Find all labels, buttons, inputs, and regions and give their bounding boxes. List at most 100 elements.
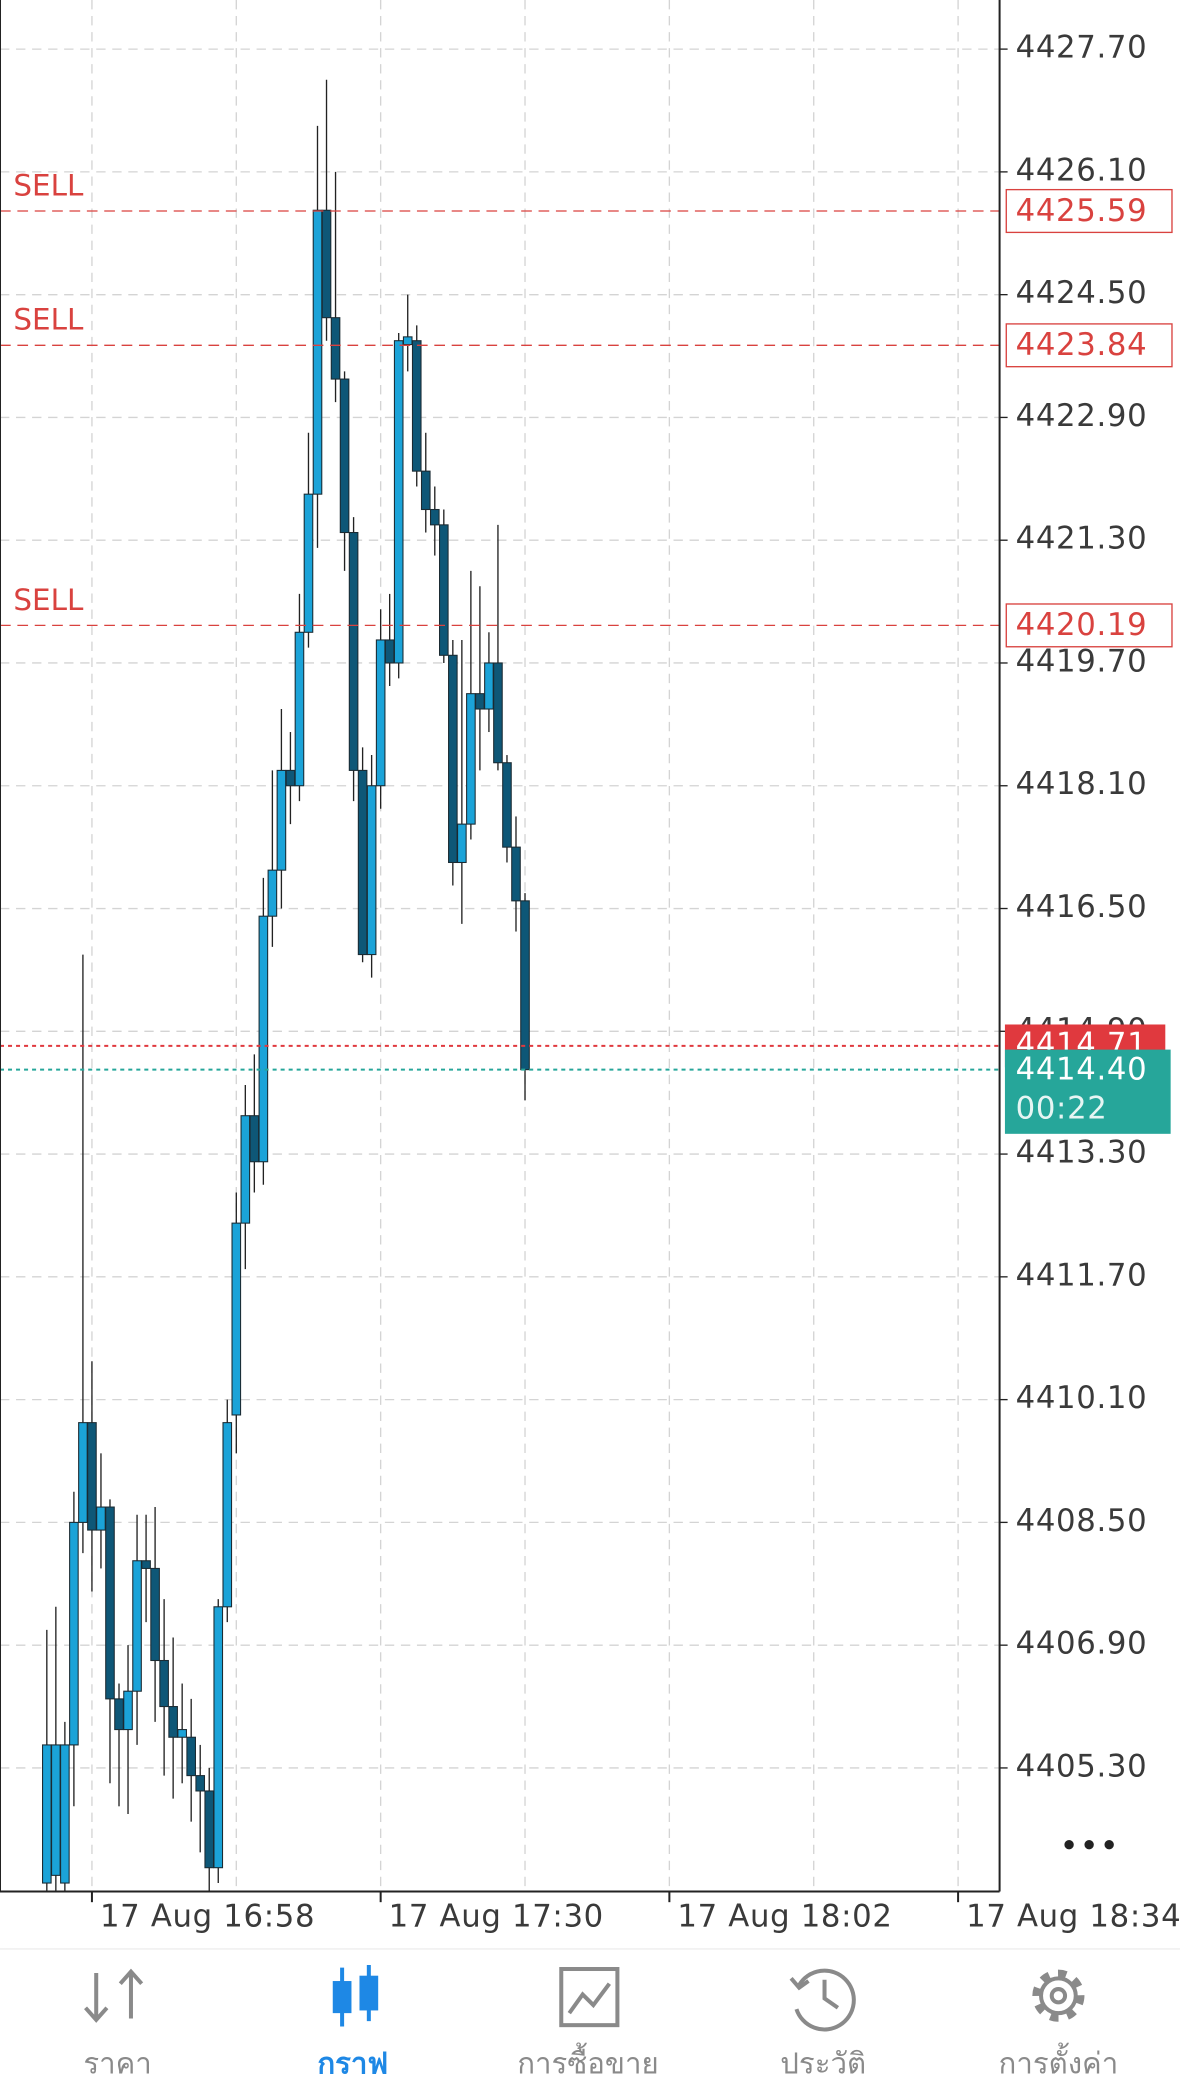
y-tick-label: 4424.50 bbox=[1016, 275, 1148, 311]
candle-body bbox=[105, 1506, 115, 1700]
candle-body bbox=[177, 1729, 187, 1738]
candle-body bbox=[231, 1222, 242, 1416]
tab-label: ราคา bbox=[83, 2047, 151, 2081]
tab-history[interactable]: ประวัติ bbox=[780, 1968, 866, 2081]
candle-body bbox=[132, 1560, 142, 1692]
candle-body bbox=[457, 823, 467, 864]
y-tick-label: 4422.90 bbox=[1016, 398, 1148, 434]
candle-body bbox=[384, 639, 395, 664]
order-label: SELL bbox=[13, 583, 84, 617]
candle-body bbox=[330, 317, 341, 380]
tab-label: การตั้งค่า bbox=[999, 2043, 1119, 2081]
tab-quotes[interactable]: ราคา bbox=[83, 1968, 152, 2081]
y-tick-label: 4411.70 bbox=[1016, 1257, 1148, 1293]
candle-body bbox=[150, 1567, 160, 1662]
y-tick-label: 4410.10 bbox=[1016, 1380, 1148, 1416]
candle-body bbox=[51, 1744, 61, 1876]
order-label: SELL bbox=[13, 168, 84, 202]
candle-body bbox=[520, 900, 530, 1071]
candle-body bbox=[429, 508, 440, 526]
candle-body bbox=[357, 769, 368, 956]
candle-body bbox=[411, 340, 422, 472]
order-price-box bbox=[1005, 603, 1173, 648]
bid-box bbox=[1004, 1049, 1171, 1134]
y-tick-label: 4416.50 bbox=[1016, 889, 1148, 925]
candle-body bbox=[511, 846, 521, 902]
candle-body bbox=[493, 662, 503, 764]
y-tick-label: 4421.30 bbox=[1016, 521, 1148, 557]
grid bbox=[0, 0, 1008, 1892]
candle-body bbox=[195, 1775, 206, 1792]
candle-body bbox=[393, 340, 404, 664]
tab-trade[interactable]: การซื้อขาย bbox=[517, 1967, 659, 2081]
candle-body bbox=[60, 1744, 70, 1884]
plot-area bbox=[0, 79, 1000, 1892]
candle-body bbox=[159, 1659, 169, 1708]
candle-body bbox=[204, 1790, 215, 1869]
order-price: 4425.59 bbox=[1016, 193, 1148, 229]
candle-body bbox=[222, 1422, 233, 1608]
candle-body bbox=[339, 378, 350, 534]
y-tick-label: 4413.30 bbox=[1016, 1135, 1148, 1171]
candle-body bbox=[123, 1690, 133, 1731]
y-tick-label: 4418.10 bbox=[1016, 766, 1148, 802]
candle-body bbox=[69, 1521, 79, 1746]
order-price: 4423.84 bbox=[1016, 327, 1148, 363]
candle-body bbox=[285, 769, 296, 787]
candle-body bbox=[258, 915, 269, 1163]
candle-body bbox=[484, 662, 494, 710]
candle-body bbox=[348, 531, 359, 771]
candle-body bbox=[366, 785, 377, 956]
candle-body bbox=[240, 1115, 251, 1224]
candle-body bbox=[448, 654, 458, 864]
bid-price: 4414.40 bbox=[1016, 1051, 1148, 1087]
candle-body bbox=[78, 1422, 88, 1523]
y-tick-label: 4427.70 bbox=[1016, 30, 1148, 66]
candle-body bbox=[466, 693, 476, 825]
candle-body bbox=[87, 1422, 97, 1531]
y-tick-label: 4406.90 bbox=[1016, 1626, 1148, 1662]
labels: 4405.30 4406.90 4408.50 4410.10 4411.70 4413.… bbox=[13, 30, 1180, 1935]
candle-body bbox=[475, 693, 485, 710]
candle-body bbox=[303, 493, 314, 633]
candle-body bbox=[321, 209, 332, 319]
candle-body bbox=[375, 639, 386, 787]
x-tick-label: 17 Aug 18:02 bbox=[677, 1899, 892, 1935]
tab-bar: ราคา กราฟ การซื้อขาย ประวัติ การตั้งค่า bbox=[83, 1965, 1118, 2081]
candle-body bbox=[294, 631, 305, 787]
x-tick-label: 17 Aug 16:58 bbox=[100, 1899, 315, 1935]
tab-chart[interactable]: กราฟ bbox=[317, 1965, 388, 2081]
order-price-box bbox=[1005, 188, 1173, 234]
candle-body bbox=[96, 1506, 106, 1531]
candle-body bbox=[402, 336, 413, 346]
tab-label: การซื้อขาย bbox=[517, 2043, 658, 2081]
tab-settings[interactable]: การตั้งค่า bbox=[999, 1969, 1119, 2081]
candle-body bbox=[420, 470, 431, 511]
y-tick-label: 4408.50 bbox=[1016, 1503, 1148, 1539]
candle-body bbox=[267, 869, 278, 917]
candle-body bbox=[141, 1560, 151, 1569]
order-price-box bbox=[1005, 323, 1173, 368]
candle-body bbox=[168, 1706, 178, 1738]
candle-body bbox=[186, 1736, 196, 1777]
x-tick-label: 17 Aug 18:34 bbox=[966, 1899, 1180, 1935]
tab-label: กราฟ bbox=[317, 2047, 388, 2081]
order-price: 4420.19 bbox=[1016, 607, 1148, 643]
x-tick-label: 17 Aug 17:30 bbox=[389, 1899, 604, 1935]
tab-label: ประวัติ bbox=[780, 2047, 866, 2081]
candle-body bbox=[249, 1115, 260, 1163]
y-tick-label: 4405.30 bbox=[1016, 1748, 1148, 1784]
candle-body bbox=[502, 762, 512, 848]
candle-body bbox=[312, 209, 323, 495]
candle-body bbox=[439, 524, 449, 656]
candle-body bbox=[42, 1744, 52, 1884]
y-tick-label: 4419.70 bbox=[1016, 643, 1148, 679]
candle-body bbox=[276, 769, 287, 871]
candle-body bbox=[114, 1698, 124, 1731]
order-label: SELL bbox=[13, 303, 84, 337]
more-button[interactable] bbox=[1064, 1840, 1114, 1850]
y-tick-label: 4426.10 bbox=[1016, 152, 1148, 188]
